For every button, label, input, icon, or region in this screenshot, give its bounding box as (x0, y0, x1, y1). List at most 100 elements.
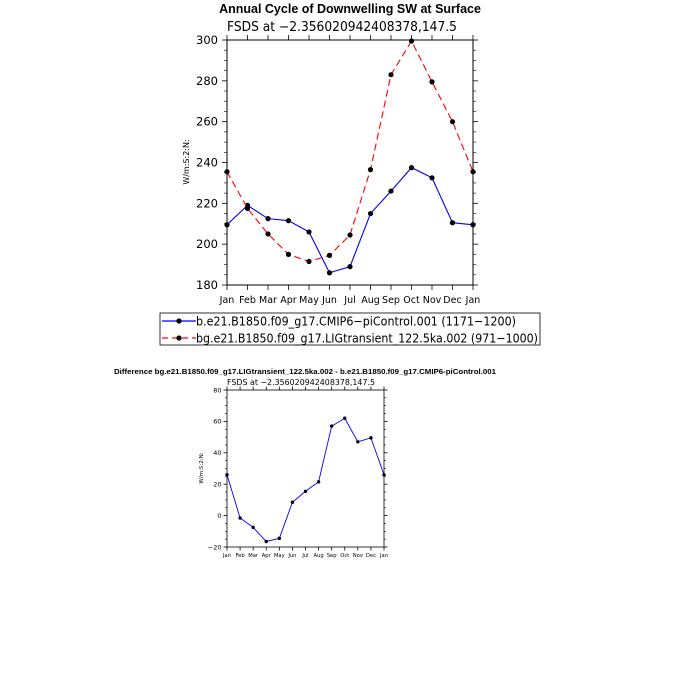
series-0-point (367, 210, 374, 217)
chart-subtitle: FSDS at −2.356020942408378,147.5 (227, 378, 375, 387)
annual-cycle-chart: Annual Cycle of Downwelling SW at Surfac… (159, 2, 541, 346)
chart-title: Annual Cycle of Downwelling SW at Surfac… (219, 2, 481, 16)
chart-title: Difference bg.e21.B1850.f09_g17.LIGtrans… (114, 367, 496, 376)
x-tick-label: Nov (423, 295, 442, 306)
x-tick-label: Jan (219, 295, 235, 306)
series-1-point (449, 119, 456, 125)
x-tick-label: Jan (465, 295, 481, 306)
plot-frame (226, 39, 474, 286)
x-tick-label: Oct (340, 553, 349, 559)
x-tick-label: Dec (443, 295, 461, 306)
y-tick-label: 0 (217, 512, 221, 520)
series-0-point (265, 216, 271, 222)
series-0-point (329, 424, 334, 428)
series-0-point (429, 175, 435, 181)
x-tick-label: May (299, 295, 319, 306)
x-tick-label: Dec (366, 553, 376, 559)
x-tick-label: Aug (361, 295, 380, 306)
series-0-point (277, 536, 282, 541)
series-line-0 (226, 417, 385, 542)
legend-marker-control (176, 318, 182, 324)
y-tick-label: 240 (196, 156, 218, 170)
series-0-point (316, 480, 321, 484)
x-tick-label: May (274, 553, 285, 559)
y-tick-label: 260 (196, 115, 218, 129)
y-tick-label: −20 (208, 543, 222, 551)
series-0-point (382, 473, 386, 477)
series-1-point (388, 72, 394, 78)
series-0-point (470, 222, 476, 228)
series-0-point (356, 440, 360, 444)
x-tick-label: Feb (235, 553, 245, 559)
y-axis-label: W/m:S:2:N: (199, 452, 205, 483)
series-0-point (303, 489, 308, 493)
y-tick-label: 60 (213, 418, 221, 426)
series-0-point (225, 473, 229, 477)
x-tick-label: Aug (314, 553, 324, 559)
series-0-point (343, 416, 347, 420)
chart-axes: −20 0 20 40 60 80 Jan Feb Mar Apr May Jun Jul Aug Sep O… (208, 386, 388, 559)
legend-box (159, 312, 541, 346)
series-0-point (290, 500, 295, 504)
series-0-point (285, 218, 292, 224)
legend: b.e21.B1850.f09_g17.CMIP6−piControl.001 … (159, 312, 541, 346)
series-line-0 (226, 166, 474, 274)
series-0-point (449, 220, 456, 226)
series-0-point (306, 229, 312, 235)
series-0-point (326, 270, 333, 276)
chart-axes: 180 200 220 240 260 280 300 Jan Feb Mar Apr May Jun J… (196, 33, 480, 306)
y-tick-label: 300 (196, 33, 218, 47)
series-1-point (326, 252, 333, 258)
series-1-point (367, 167, 374, 173)
series-1-point (470, 169, 476, 175)
series-1-point (224, 169, 230, 175)
x-tick-label: Mar (259, 295, 277, 306)
x-tick-label: Jun (321, 295, 337, 306)
x-tick-label: Sep (382, 295, 400, 306)
y-axis-label: W/m:S:2:N: (182, 139, 191, 184)
legend-label-transient: bg.e21.B1850.f09_g17.LIGtransient_122.5k… (196, 331, 538, 346)
series-1-point (285, 251, 292, 257)
x-tick-label: Jul (343, 295, 355, 306)
series-1-point (244, 205, 251, 212)
x-tick-label: Jan (379, 553, 388, 559)
x-tick-label: Oct (403, 295, 420, 306)
x-tick-label: Nov (353, 553, 363, 559)
y-tick-label: 220 (196, 196, 218, 210)
series-0-point (408, 165, 415, 171)
series-0-point (369, 436, 373, 440)
y-tick-label: 180 (196, 278, 218, 292)
x-tick-label: Jun (287, 553, 296, 559)
series-0-point (251, 525, 255, 530)
y-tick-label: 20 (213, 480, 221, 488)
series-0-point (347, 264, 353, 270)
chart-series (225, 416, 386, 544)
series-line-1 (226, 39, 474, 263)
x-tick-label: Jan (222, 553, 231, 559)
y-tick-label: 80 (213, 386, 221, 394)
legend-marker-transient (176, 335, 182, 341)
series-0-point (388, 188, 394, 194)
series-0-point (264, 539, 268, 544)
chart-series (224, 38, 476, 276)
series-0-point (224, 222, 230, 228)
series-1-point (265, 231, 271, 237)
y-tick-label: 280 (196, 74, 218, 88)
x-tick-label: Feb (239, 295, 256, 306)
x-tick-label: Jul (301, 553, 308, 559)
series-1-point (347, 232, 353, 238)
plot-frame (226, 389, 385, 548)
difference-chart: Difference bg.e21.B1850.f09_g17.LIGtrans… (114, 367, 496, 559)
x-tick-label: Apr (262, 553, 272, 559)
x-tick-label: Apr (280, 295, 297, 306)
chart-subtitle: FSDS at −2.356020942408378,147.5 (227, 20, 457, 35)
x-tick-label: Sep (327, 553, 337, 559)
series-0-point (238, 516, 242, 520)
x-tick-label: Mar (248, 553, 259, 559)
y-tick-label: 40 (213, 449, 221, 457)
y-tick-label: 200 (196, 237, 218, 251)
series-1-point (429, 79, 435, 85)
series-1-point (408, 38, 415, 44)
legend-label-control: b.e21.B1850.f09_g17.CMIP6−piControl.001 … (196, 314, 516, 329)
